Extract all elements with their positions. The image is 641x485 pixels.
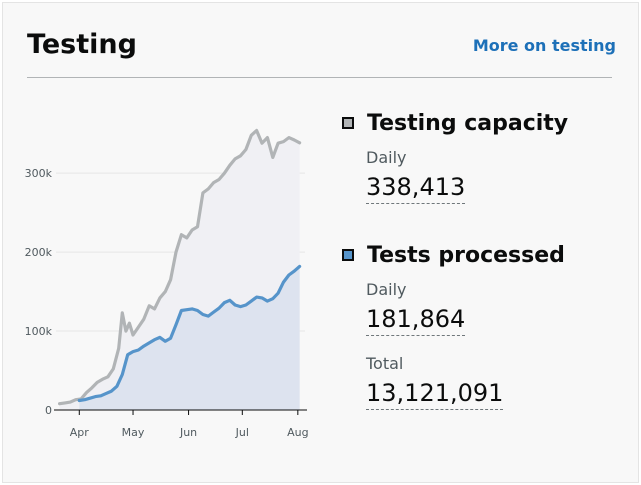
testing-chart: 0 100k 200k 300k Apr May Jun Jul Aug — [25, 128, 309, 439]
testing-capacity-metric: Testing capacity Daily 338,413 — [340, 110, 568, 204]
y-tick-label: 100k — [25, 325, 53, 338]
tests-processed-heading-text: Tests processed — [367, 243, 565, 268]
tests-processed-area — [79, 266, 300, 410]
chart-axes: 0 100k 200k 300k Apr May Jun Jul Aug — [25, 167, 309, 439]
testing-capacity-legend-swatch — [342, 117, 354, 129]
tests-processed-heading: Tests processed — [340, 242, 565, 270]
card-title: Testing — [27, 29, 137, 60]
x-tick-label: Aug — [287, 426, 308, 439]
tests-processed-legend-swatch — [342, 249, 354, 261]
more-on-testing-link[interactable]: More on testing — [472, 36, 616, 55]
testing-capacity-heading-text: Testing capacity — [367, 111, 569, 136]
testing-capacity-heading: Testing capacity — [340, 110, 568, 138]
x-tick-label: May — [122, 426, 145, 439]
chart-lines — [57, 128, 302, 406]
testing-capacity-daily-value[interactable]: 338,413 — [366, 172, 466, 204]
tests-processed-line[interactable] — [77, 264, 302, 403]
tests-processed-metric: Tests processed Daily 181,864 Total 13,1… — [340, 242, 565, 410]
tests-processed-total-label: Total — [366, 354, 404, 373]
header-divider — [27, 77, 612, 78]
x-tick-label: Apr — [70, 426, 90, 439]
tests-processed-daily-value[interactable]: 181,864 — [366, 304, 466, 336]
testing-capacity-line[interactable] — [57, 128, 302, 406]
y-tick-label: 0 — [45, 404, 52, 417]
y-tick-label: 300k — [25, 167, 53, 180]
chart-areas — [59, 130, 300, 410]
tests-processed-total-value[interactable]: 13,121,091 — [366, 378, 504, 410]
testing-capacity-daily-label: Daily — [366, 148, 407, 167]
x-tick-label: Jun — [179, 426, 197, 439]
x-tick-label: Jul — [235, 426, 249, 439]
tests-processed-daily-label: Daily — [366, 280, 407, 299]
y-tick-label: 200k — [25, 246, 53, 259]
